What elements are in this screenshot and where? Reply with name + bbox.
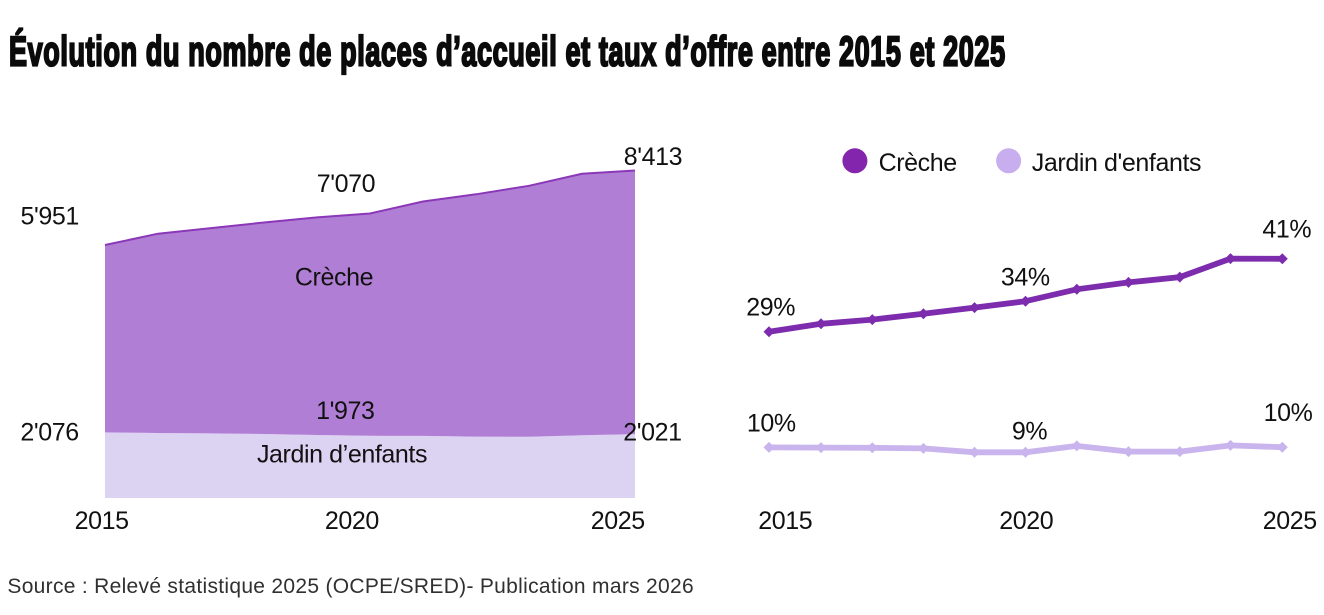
svg-text:2020: 2020 bbox=[325, 507, 379, 535]
svg-text:2020: 2020 bbox=[999, 507, 1053, 535]
svg-text:2015: 2015 bbox=[75, 507, 129, 535]
svg-text:5'951: 5'951 bbox=[21, 202, 79, 230]
svg-text:8'413: 8'413 bbox=[624, 143, 682, 171]
svg-text:Crèche: Crèche bbox=[879, 149, 957, 177]
svg-text:Jardin d'enfants: Jardin d'enfants bbox=[1032, 149, 1201, 177]
svg-text:34%: 34% bbox=[1001, 263, 1050, 291]
svg-text:2025: 2025 bbox=[1263, 507, 1317, 535]
svg-text:2015: 2015 bbox=[758, 507, 812, 535]
svg-text:10%: 10% bbox=[1264, 399, 1313, 427]
svg-text:9%: 9% bbox=[1012, 418, 1048, 446]
svg-text:1'973: 1'973 bbox=[316, 397, 374, 425]
svg-text:7'070: 7'070 bbox=[317, 170, 375, 198]
svg-text:Crèche: Crèche bbox=[295, 264, 373, 292]
svg-text:Évolution du nombre de places: Évolution du nombre de places d’accueil … bbox=[9, 28, 1006, 76]
svg-text:Jardin d’enfants: Jardin d’enfants bbox=[257, 441, 427, 469]
svg-text:41%: 41% bbox=[1262, 216, 1311, 244]
svg-text:Source : Relevé statistique 20: Source : Relevé statistique 2025 (OCPE/S… bbox=[7, 575, 694, 598]
svg-text:29%: 29% bbox=[746, 293, 795, 321]
svg-text:2'076: 2'076 bbox=[20, 419, 78, 447]
svg-text:10%: 10% bbox=[747, 410, 796, 438]
svg-text:2025: 2025 bbox=[591, 507, 645, 535]
svg-text:2'021: 2'021 bbox=[623, 419, 681, 447]
